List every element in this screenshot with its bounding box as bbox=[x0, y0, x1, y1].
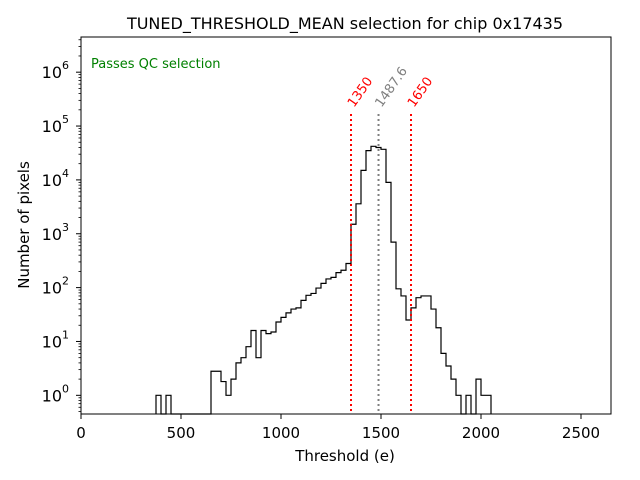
y-axis-label: Number of pixels bbox=[15, 161, 33, 289]
y-tick-exponent: 1 bbox=[62, 328, 69, 341]
y-tick-exponent: 6 bbox=[62, 59, 69, 72]
chart-title: TUNED_THRESHOLD_MEAN selection for chip … bbox=[126, 14, 563, 34]
y-tick-label: 10 bbox=[42, 171, 62, 190]
y-tick-label: 10 bbox=[42, 386, 62, 405]
histogram-step bbox=[155, 145, 492, 415]
y-tick-exponent: 2 bbox=[62, 275, 69, 288]
x-tick-label: 500 bbox=[167, 424, 196, 442]
y-tick-label: 10 bbox=[42, 63, 62, 82]
threshold-line-label: 1350 bbox=[345, 75, 376, 111]
y-tick-exponent: 3 bbox=[62, 221, 69, 234]
threshold-line-label: 1650 bbox=[405, 75, 436, 111]
x-tick-label: 0 bbox=[76, 424, 86, 442]
y-tick-label: 10 bbox=[42, 332, 62, 351]
status-text: Passes QC selection bbox=[91, 57, 221, 72]
x-tick-label: 1500 bbox=[362, 424, 400, 442]
y-tick-exponent: 5 bbox=[62, 113, 69, 126]
threshold-line-label: 1487.6 bbox=[373, 64, 411, 110]
y-tick-label: 10 bbox=[42, 279, 62, 298]
y-tick-label: 10 bbox=[42, 225, 62, 244]
y-tick-exponent: 4 bbox=[62, 167, 69, 180]
plot-frame bbox=[80, 36, 612, 415]
y-tick-exponent: 0 bbox=[62, 382, 69, 395]
y-tick-label: 10 bbox=[42, 117, 62, 136]
x-axis-label: Threshold (e) bbox=[294, 447, 395, 465]
x-tick-label: 2500 bbox=[562, 424, 600, 442]
x-tick-label: 1000 bbox=[262, 424, 300, 442]
x-tick-label: 2000 bbox=[462, 424, 500, 442]
